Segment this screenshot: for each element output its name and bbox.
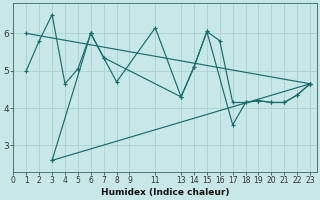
X-axis label: Humidex (Indice chaleur): Humidex (Indice chaleur) bbox=[101, 188, 229, 197]
